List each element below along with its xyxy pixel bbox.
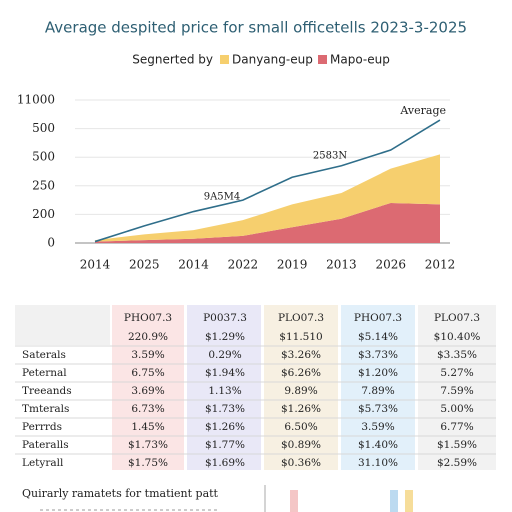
y-tick-label: 500 bbox=[32, 150, 55, 164]
table-cell: $1.73% bbox=[205, 403, 245, 415]
row-label: Saterals bbox=[22, 349, 66, 361]
table-cell: $1.59% bbox=[437, 439, 477, 451]
table-cell: 6.75% bbox=[131, 367, 164, 379]
table-cell: $1.73% bbox=[128, 439, 168, 451]
row-label: Tmterals bbox=[22, 403, 69, 415]
table-header: PHO07.3 bbox=[124, 312, 172, 324]
row-label: Pateralls bbox=[22, 439, 69, 451]
table-cell: 31.10% bbox=[358, 457, 398, 469]
x-tick-label: 2014 bbox=[178, 258, 209, 272]
table-cell: $3.26% bbox=[281, 349, 321, 361]
table-cell: 9.89% bbox=[284, 385, 317, 397]
table-cell: $1.69% bbox=[205, 457, 245, 469]
table-cell: 1.45% bbox=[131, 421, 164, 433]
x-tick-label: 2022 bbox=[228, 258, 259, 272]
table-cell: 5.27% bbox=[440, 367, 473, 379]
table-cell: 6.77% bbox=[440, 421, 473, 433]
legend-title: Segnerted by bbox=[132, 53, 213, 67]
table-cell: $3.35% bbox=[437, 349, 477, 361]
table-cell: $1.75% bbox=[128, 457, 168, 469]
y-tick-label: 500 bbox=[32, 121, 55, 135]
table-cell: $1.40% bbox=[358, 439, 398, 451]
annotation: 9A5M4 bbox=[204, 192, 241, 203]
table-header: PLO07.3 bbox=[278, 312, 324, 324]
x-tick-label: 2025 bbox=[129, 258, 160, 272]
table-cell: $1.26% bbox=[281, 403, 321, 415]
y-tick-label: 0 bbox=[47, 236, 55, 250]
table-cell: 7.89% bbox=[361, 385, 394, 397]
table-cell: 3.59% bbox=[361, 421, 394, 433]
table-cell: $1.94% bbox=[205, 367, 245, 379]
table-cell: $5.73% bbox=[358, 403, 398, 415]
table-summary: 220.9% bbox=[128, 331, 168, 343]
x-tick-label: 2026 bbox=[375, 258, 406, 272]
y-tick-label: 11000 bbox=[17, 93, 55, 107]
table-cell: $3.73% bbox=[358, 349, 398, 361]
table-cell: $0.89% bbox=[281, 439, 321, 451]
area bbox=[95, 154, 440, 242]
row-label: Treeands bbox=[22, 385, 72, 397]
table-summary: $1.29% bbox=[205, 331, 245, 343]
table-cell: 3.69% bbox=[131, 385, 164, 397]
table-cell: 1.13% bbox=[208, 385, 241, 397]
row-label: Letyrall bbox=[22, 457, 64, 469]
table-header: P0037.3 bbox=[203, 312, 247, 324]
x-tick-label: 2019 bbox=[277, 258, 308, 272]
table-cell: 5.00% bbox=[440, 403, 473, 415]
table-cell: 0.29% bbox=[208, 349, 241, 361]
legend-label: Danyang-eup bbox=[232, 53, 313, 67]
annotation: 2583N bbox=[313, 151, 347, 162]
area bbox=[95, 202, 440, 243]
x-tick-label: 2012 bbox=[425, 258, 456, 272]
table-cell: $0.36% bbox=[281, 457, 321, 469]
legend-swatch bbox=[220, 55, 229, 64]
chart-title: Average despited price for small officet… bbox=[45, 19, 467, 37]
table-header: PHO07.3 bbox=[354, 312, 402, 324]
table-cell: $2.59% bbox=[437, 457, 477, 469]
x-tick-label: 2014 bbox=[80, 258, 111, 272]
table-summary: $5.14% bbox=[358, 331, 398, 343]
line-label: Average bbox=[399, 104, 446, 117]
table-cell: 7.59% bbox=[440, 385, 473, 397]
table-bg bbox=[15, 305, 496, 470]
y-tick-label: 250 bbox=[32, 178, 55, 192]
table-cell: $1.77% bbox=[205, 439, 245, 451]
table-summary: $11.510 bbox=[279, 331, 322, 343]
legend-label: Mapo-eup bbox=[330, 53, 390, 67]
mini-chart bbox=[40, 485, 413, 512]
table-cell: 3.59% bbox=[131, 349, 164, 361]
x-tick-label: 2013 bbox=[326, 258, 357, 272]
table-cell: 6.73% bbox=[131, 403, 164, 415]
table-header: PLO07.3 bbox=[434, 312, 480, 324]
row-label: Perrrds bbox=[22, 421, 62, 433]
average-line bbox=[94, 119, 441, 243]
table-cell: $1.26% bbox=[205, 421, 245, 433]
y-tick-label: 200 bbox=[32, 207, 55, 221]
table-cell: $6.26% bbox=[281, 367, 321, 379]
legend-swatch bbox=[318, 55, 327, 64]
table-summary: $10.40% bbox=[434, 331, 481, 343]
footer-caption: Quirarly ramatets for tmatient patt bbox=[22, 487, 219, 500]
row-label: Peternal bbox=[22, 367, 67, 379]
table-cell: $1.20% bbox=[358, 367, 398, 379]
table-cell: 6.50% bbox=[284, 421, 317, 433]
